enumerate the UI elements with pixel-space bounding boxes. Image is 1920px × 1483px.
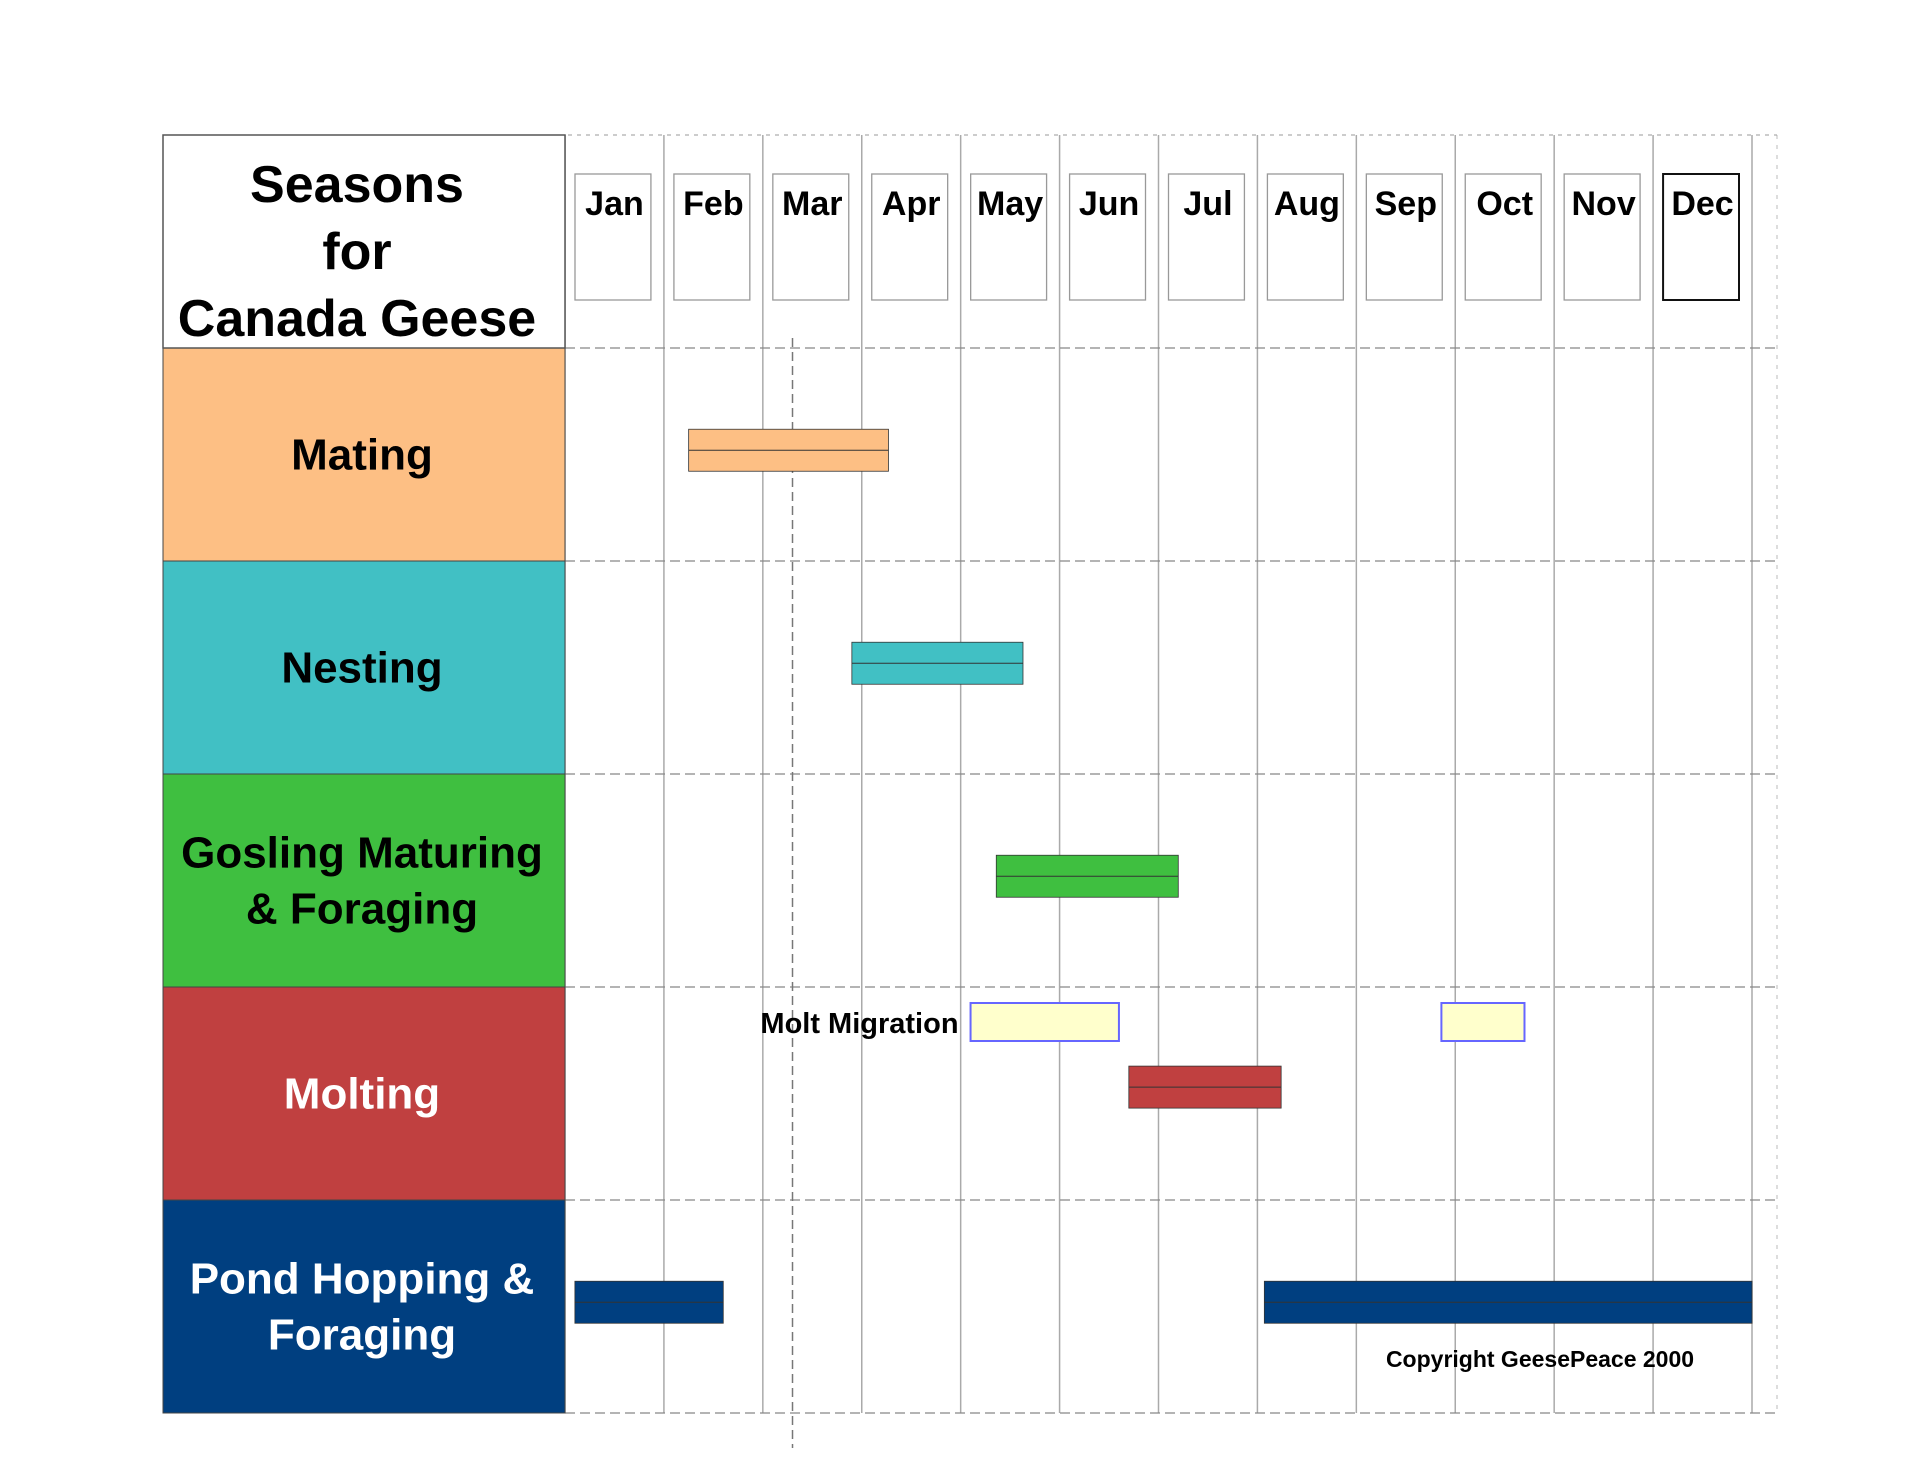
month-label: Jun: [1079, 185, 1139, 223]
row-label-block: [162, 773, 566, 988]
month-label: Sep: [1375, 185, 1437, 223]
row-label-block: [162, 560, 566, 775]
month-label: Aug: [1274, 185, 1340, 223]
month-label: May: [977, 185, 1043, 223]
month-label: Mar: [782, 185, 842, 223]
month-box: [1068, 173, 1147, 301]
month-label: Oct: [1476, 185, 1533, 223]
molt-migration-bar: [1440, 1002, 1526, 1042]
row-label-block: [162, 1199, 566, 1414]
month-label: Jan: [585, 185, 644, 223]
month-label: Jul: [1183, 185, 1232, 223]
row-label: Gosling Maturing: [181, 829, 543, 878]
title-line: Seasons: [250, 156, 464, 214]
row-label: Foraging: [268, 1311, 456, 1360]
chart-title: Seasons for Canada Geese: [162, 134, 566, 349]
month-header: Jan Feb Mar Apr May Jun Jul Aug Sep Oct Nov Dec: [574, 173, 1741, 301]
month-box: [1464, 173, 1542, 301]
month-box: [1662, 173, 1741, 301]
molt-migration-label: Molt Migration: [760, 1008, 958, 1040]
row-label: Nesting: [281, 644, 442, 693]
month-box: [970, 173, 1048, 301]
month-label: Dec: [1671, 185, 1733, 223]
month-label: Feb: [683, 185, 743, 223]
month-label: Apr: [882, 185, 941, 223]
month-box: [1365, 173, 1443, 301]
month-label: Nov: [1572, 185, 1636, 223]
month-box: [871, 173, 949, 301]
row-label: Pond Hopping &: [190, 1255, 535, 1304]
title-box: [162, 134, 566, 349]
copyright-note: Copyright GeesePeace 2000: [1386, 1346, 1694, 1372]
season-bars: [574, 428, 1753, 1324]
month-box: [574, 173, 652, 301]
month-box: [772, 173, 850, 301]
month-box: [1563, 173, 1641, 301]
grid-layer: [163, 134, 1778, 1448]
row-label: & Foraging: [246, 885, 478, 934]
row-label-block: [162, 986, 566, 1201]
row-labels: Mating Nesting Gosling Maturing & Foraging M…: [162, 347, 566, 1414]
title-line: Canada Geese: [178, 290, 536, 348]
month-box: [673, 173, 751, 301]
title-line: for: [322, 223, 391, 281]
molt-migration-bar: [969, 1002, 1120, 1042]
month-box: [1266, 173, 1344, 301]
row-label: Mating: [291, 431, 433, 480]
row-label: Molting: [284, 1070, 440, 1119]
month-box: [1167, 173, 1246, 301]
